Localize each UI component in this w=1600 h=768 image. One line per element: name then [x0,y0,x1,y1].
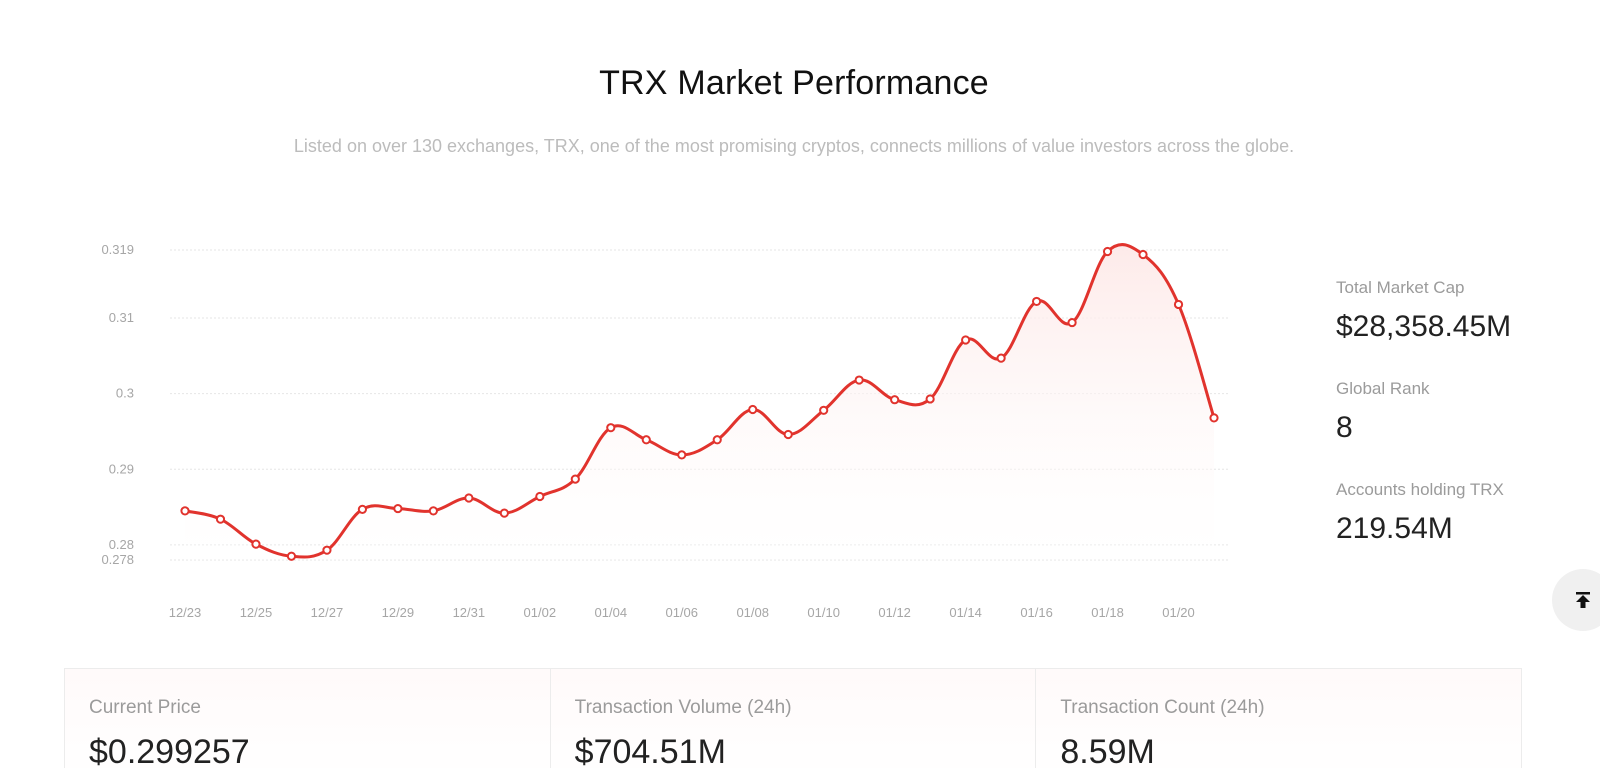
x-tick-label: 01/18 [1091,605,1124,620]
x-tick-label: 01/14 [949,605,982,620]
price-point[interactable] [1067,317,1077,328]
page-subtitle: Listed on over 130 exchanges, TRX, one o… [293,136,1295,156]
price-point[interactable] [1209,413,1219,423]
price-point[interactable] [961,335,971,345]
price-point[interactable] [1138,249,1148,260]
stat-label: Transaction Volume (24h) [574,697,792,718]
price-point[interactable] [819,405,829,415]
price-point[interactable] [712,435,722,445]
scroll-to-top-icon [1576,592,1590,608]
stat-value: 8.59M [1060,733,1155,768]
price-point[interactable] [1173,299,1184,310]
x-tick-label: 01/10 [807,605,840,620]
price-point[interactable] [854,375,864,385]
price-point[interactable] [251,539,261,549]
x-tick-label: 01/20 [1162,605,1195,620]
y-tick-label: 0.3 [116,386,134,401]
price-point[interactable] [535,491,545,502]
price-point[interactable] [748,404,758,415]
price-point[interactable] [1102,246,1113,257]
price-point[interactable] [428,506,438,516]
stat-value: 219.54M [1336,512,1453,545]
price-point[interactable] [996,353,1006,363]
price-point[interactable] [393,503,403,514]
price-point[interactable] [925,394,935,404]
x-tick-label: 01/12 [878,605,911,620]
stat-label: Current Price [89,697,201,718]
stat-label: Total Market Cap [1336,278,1465,297]
price-area [185,244,1214,560]
price-point[interactable] [180,506,190,516]
stat-label: Accounts holding TRX [1336,480,1504,499]
stat-value: $704.51M [574,733,726,768]
stat-label: Transaction Count (24h) [1060,697,1265,718]
y-tick-label: 0.29 [109,461,134,476]
price-point[interactable] [783,429,793,440]
price-point[interactable] [215,514,226,524]
price-point[interactable] [1031,296,1042,307]
price-point[interactable] [464,493,474,503]
page-title: TRX Market Performance [599,64,989,102]
stat-total-market-cap: Total Market Cap $28,358.45M [1336,278,1576,379]
x-tick-label: 01/04 [595,605,628,620]
bottom-stats: Current Price $0.299257 Transaction Volu… [64,668,1522,768]
price-point[interactable] [641,435,651,445]
stat-transaction-volume: Transaction Volume (24h) $704.51M [551,669,1037,768]
y-tick-label: 0.28 [109,537,134,552]
price-point[interactable] [677,450,687,460]
x-tick-label: 01/02 [524,605,557,620]
y-tick-label: 0.278 [101,552,134,567]
stat-global-rank: Global Rank 8 [1336,379,1576,480]
x-tick-label: 01/06 [665,605,698,620]
scroll-to-top-button[interactable] [1552,569,1600,631]
stat-value: $0.299257 [89,733,250,768]
side-stats: Total Market Cap $28,358.45M Global Rank… [1336,278,1576,581]
price-point[interactable] [357,504,368,514]
x-tick-label: 01/16 [1020,605,1053,620]
x-tick-label: 12/25 [240,605,273,620]
x-tick-label: 12/31 [453,605,486,620]
y-tick-label: 0.319 [101,242,134,257]
stat-current-price: Current Price $0.299257 [65,669,551,768]
stat-accounts-holding: Accounts holding TRX 219.54M [1336,480,1576,581]
price-point[interactable] [322,545,332,555]
stat-value: 8 [1336,411,1353,444]
price-point[interactable] [286,551,297,561]
price-point[interactable] [890,395,900,405]
stat-label: Global Rank [1336,379,1430,398]
x-tick-label: 12/23 [169,605,202,620]
y-tick-label: 0.31 [109,310,134,325]
x-tick-label: 01/08 [736,605,769,620]
x-tick-label: 12/29 [382,605,415,620]
price-point[interactable] [606,423,616,433]
stat-transaction-count: Transaction Count (24h) 8.59M [1036,669,1521,768]
price-point[interactable] [570,474,580,484]
price-point[interactable] [499,508,509,518]
x-tick-label: 12/27 [311,605,344,620]
stat-value: $28,358.45M [1336,310,1512,343]
